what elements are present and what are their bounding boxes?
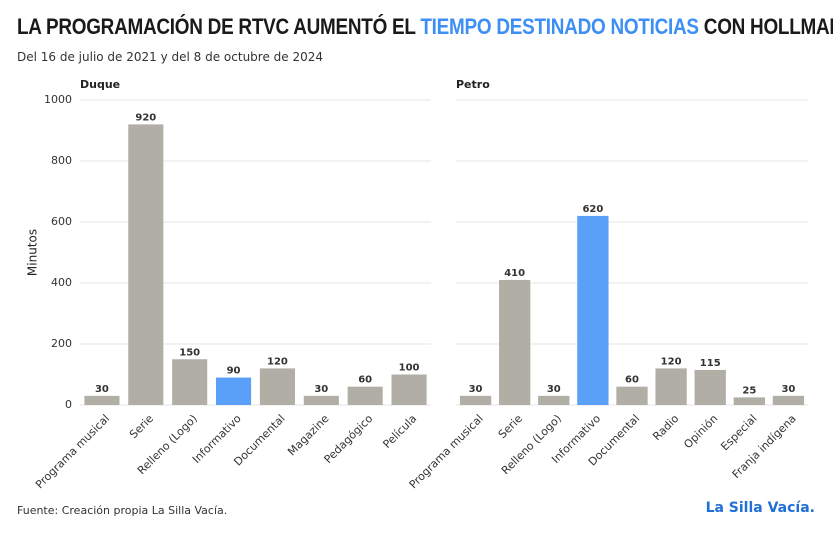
value-label: 115: [700, 358, 721, 369]
value-label: 120: [661, 356, 682, 367]
value-label: 410: [504, 268, 525, 279]
value-label: 620: [582, 204, 603, 215]
y-tick-label: 0: [65, 398, 72, 411]
bar: [128, 124, 164, 406]
value-label: 30: [314, 384, 328, 395]
value-label: 100: [399, 363, 420, 374]
bar: [84, 395, 120, 405]
panel-title: Duque: [80, 78, 120, 91]
x-tick-label: Opinión: [681, 412, 720, 451]
y-axis-label: Minutos: [26, 229, 40, 276]
value-label: 30: [469, 384, 483, 395]
title-part: CON HOLLMAN MORRIS: [703, 14, 833, 39]
value-label: 150: [179, 347, 200, 358]
value-label: 60: [358, 375, 372, 386]
bar: [694, 369, 726, 405]
value-label: 60: [625, 375, 639, 386]
title: LA PROGRAMACIÓN DE RTVC AUMENTÓ EL TIEMP…: [17, 14, 833, 40]
bar: [577, 215, 609, 405]
title-part: LA PROGRAMACIÓN DE RTVC AUMENTÓ EL: [17, 14, 416, 39]
source: Fuente: Creación propia La Silla Vacía.: [17, 504, 228, 517]
logo: La Silla Vacía.: [705, 500, 815, 516]
y-tick-label: 800: [51, 154, 72, 167]
title-highlight: TIEMPO DESTINADO NOTICIAS: [420, 14, 699, 39]
value-label: 25: [742, 385, 756, 396]
bar: [772, 395, 805, 405]
value-label: 920: [135, 112, 156, 123]
bar: [347, 386, 383, 405]
x-tick-label: Programa musical: [407, 412, 486, 491]
value-label: 90: [227, 366, 241, 377]
bar: [733, 397, 765, 405]
y-tick-label: 200: [51, 337, 72, 350]
x-tick-label: Película: [380, 412, 419, 451]
x-tick-label: Magazine: [285, 412, 331, 458]
value-label: 30: [547, 384, 561, 395]
bar: [391, 374, 427, 405]
bar: [616, 386, 648, 405]
value-label: 30: [781, 384, 795, 395]
value-label: 120: [267, 356, 288, 367]
value-label: 30: [95, 384, 109, 395]
bar: [538, 395, 570, 405]
bar: [259, 368, 295, 405]
bar: [499, 279, 531, 405]
x-tick-label: Radio: [650, 412, 681, 443]
y-tick-label: 600: [51, 215, 72, 228]
bar: [216, 377, 252, 405]
bar: [172, 359, 208, 405]
panel-title: Petro: [456, 78, 490, 91]
bar: [303, 395, 339, 405]
subtitle: Del 16 de julio de 2021 y del 8 de octub…: [17, 50, 324, 64]
x-tick-label: Programa musical: [33, 412, 112, 491]
y-tick-label: 1000: [44, 93, 72, 106]
x-tick-label: Serie: [127, 412, 156, 441]
x-tick-label: Serie: [496, 412, 525, 441]
bar: [655, 368, 687, 405]
bar: [459, 395, 492, 405]
y-tick-label: 400: [51, 276, 72, 289]
